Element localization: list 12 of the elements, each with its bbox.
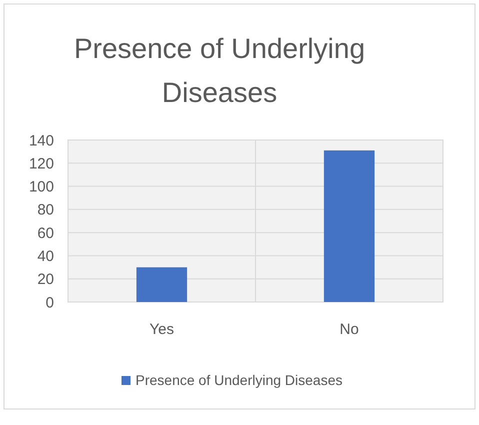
y-tick-label: 80 — [37, 202, 54, 219]
legend-label: Presence of Underlying Diseases — [136, 372, 342, 388]
y-tick-label: 40 — [37, 248, 54, 265]
chart-title: Presence of Underlying Diseases — [74, 33, 366, 108]
x-tick-label: No — [340, 321, 359, 338]
y-tick-label: 20 — [37, 271, 54, 288]
y-tick-label: 120 — [28, 155, 54, 172]
x-tick-label: Yes — [150, 321, 174, 338]
y-tick-label: 140 — [28, 132, 54, 150]
y-tick-label: 100 — [28, 178, 54, 196]
y-tick-label: 0 — [46, 294, 54, 312]
y-tick-label: 60 — [37, 224, 54, 242]
